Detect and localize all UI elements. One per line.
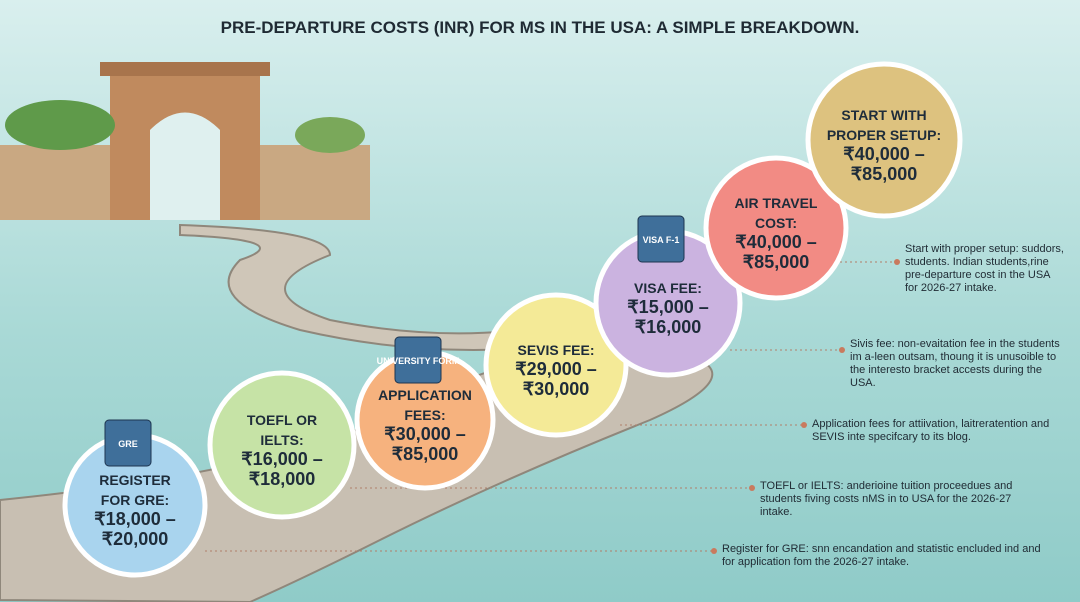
step: SEVIS FEE:₹29,000 –₹30,000 — [483, 292, 629, 438]
step-amount: ₹40,000 – — [843, 144, 925, 164]
step-icon-label: UNIVERSITY FORM — [377, 356, 460, 366]
step-circle — [207, 370, 357, 520]
step: VISA F-1 VISA FEE:₹15,000 –₹16,000 — [593, 215, 743, 378]
leader-dot — [711, 548, 717, 554]
step-label: VISA FEE: — [634, 280, 702, 296]
step-label: APPLICATION — [378, 387, 472, 403]
step-circle — [805, 61, 963, 219]
step-label: PROPER SETUP: — [827, 127, 941, 143]
step: AIR TRAVEL COST:₹40,000 –₹85,000 — [703, 155, 849, 301]
step-label: COST: — [755, 215, 797, 231]
leader-dot — [801, 422, 807, 428]
step-label: FEES: — [404, 407, 445, 423]
step-label: SEVIS FEE: — [517, 342, 594, 358]
step-amount: ₹20,000 — [102, 529, 169, 549]
step-label: START WITH — [841, 107, 926, 123]
title: PRE-DEPARTURE COSTS (INR) FOR MS IN THE … — [220, 18, 860, 37]
leader-dot — [749, 485, 755, 491]
step-amount: ₹85,000 — [743, 252, 810, 272]
leader-dot — [894, 259, 900, 265]
note: TOEFL or IELTS: anderioine tuition proce… — [760, 480, 1013, 518]
step-amount: ₹85,000 — [851, 164, 918, 184]
step-label: REGISTER — [99, 472, 171, 488]
step-amount: ₹16,000 – — [241, 449, 323, 469]
step-amount: ₹16,000 — [635, 317, 702, 337]
step-icon — [394, 336, 442, 384]
step-amount: ₹18,000 — [249, 469, 316, 489]
note: Sivis fee: non-evaitation fee in the stu… — [850, 338, 1060, 389]
step-amount: ₹40,000 – — [735, 232, 817, 252]
note: Start with proper setup: suddors, studen… — [905, 243, 1064, 294]
step: START WITH PROPER SETUP:₹40,000 –₹85,000 — [805, 61, 963, 219]
step: TOEFL OR IELTS:₹16,000 –₹18,000 — [207, 370, 357, 520]
note: Application fees for attiivation, laitre… — [812, 418, 1050, 443]
step-label: AIR TRAVEL — [735, 195, 818, 211]
step: UNIVERSITY FORM APPLICATION FEES:₹30,000 –… — [354, 336, 496, 491]
step-amount: ₹85,000 — [392, 444, 459, 464]
step: GRE REGISTER FOR GRE:₹18,000 –₹20,000 — [62, 419, 208, 578]
step-icon-label: GRE — [118, 439, 138, 449]
note: Register for GRE: snn encandation and st… — [722, 543, 1041, 568]
step-amount: ₹15,000 – — [627, 297, 709, 317]
step-label: FOR GRE: — [101, 492, 169, 508]
step-amount: ₹30,000 – — [384, 424, 466, 444]
leader-dot — [839, 347, 845, 353]
step-icon-label: VISA F-1 — [643, 235, 680, 245]
step-amount: ₹29,000 – — [515, 359, 597, 379]
step-circle — [483, 292, 629, 438]
step-label: TOEFL OR — [247, 412, 317, 428]
step-amount: ₹18,000 – — [94, 509, 176, 529]
step-amount: ₹30,000 — [523, 379, 590, 399]
step-icon — [104, 419, 152, 467]
step-label: IELTS: — [260, 432, 303, 448]
step-icon — [637, 215, 685, 263]
step-circle — [703, 155, 849, 301]
